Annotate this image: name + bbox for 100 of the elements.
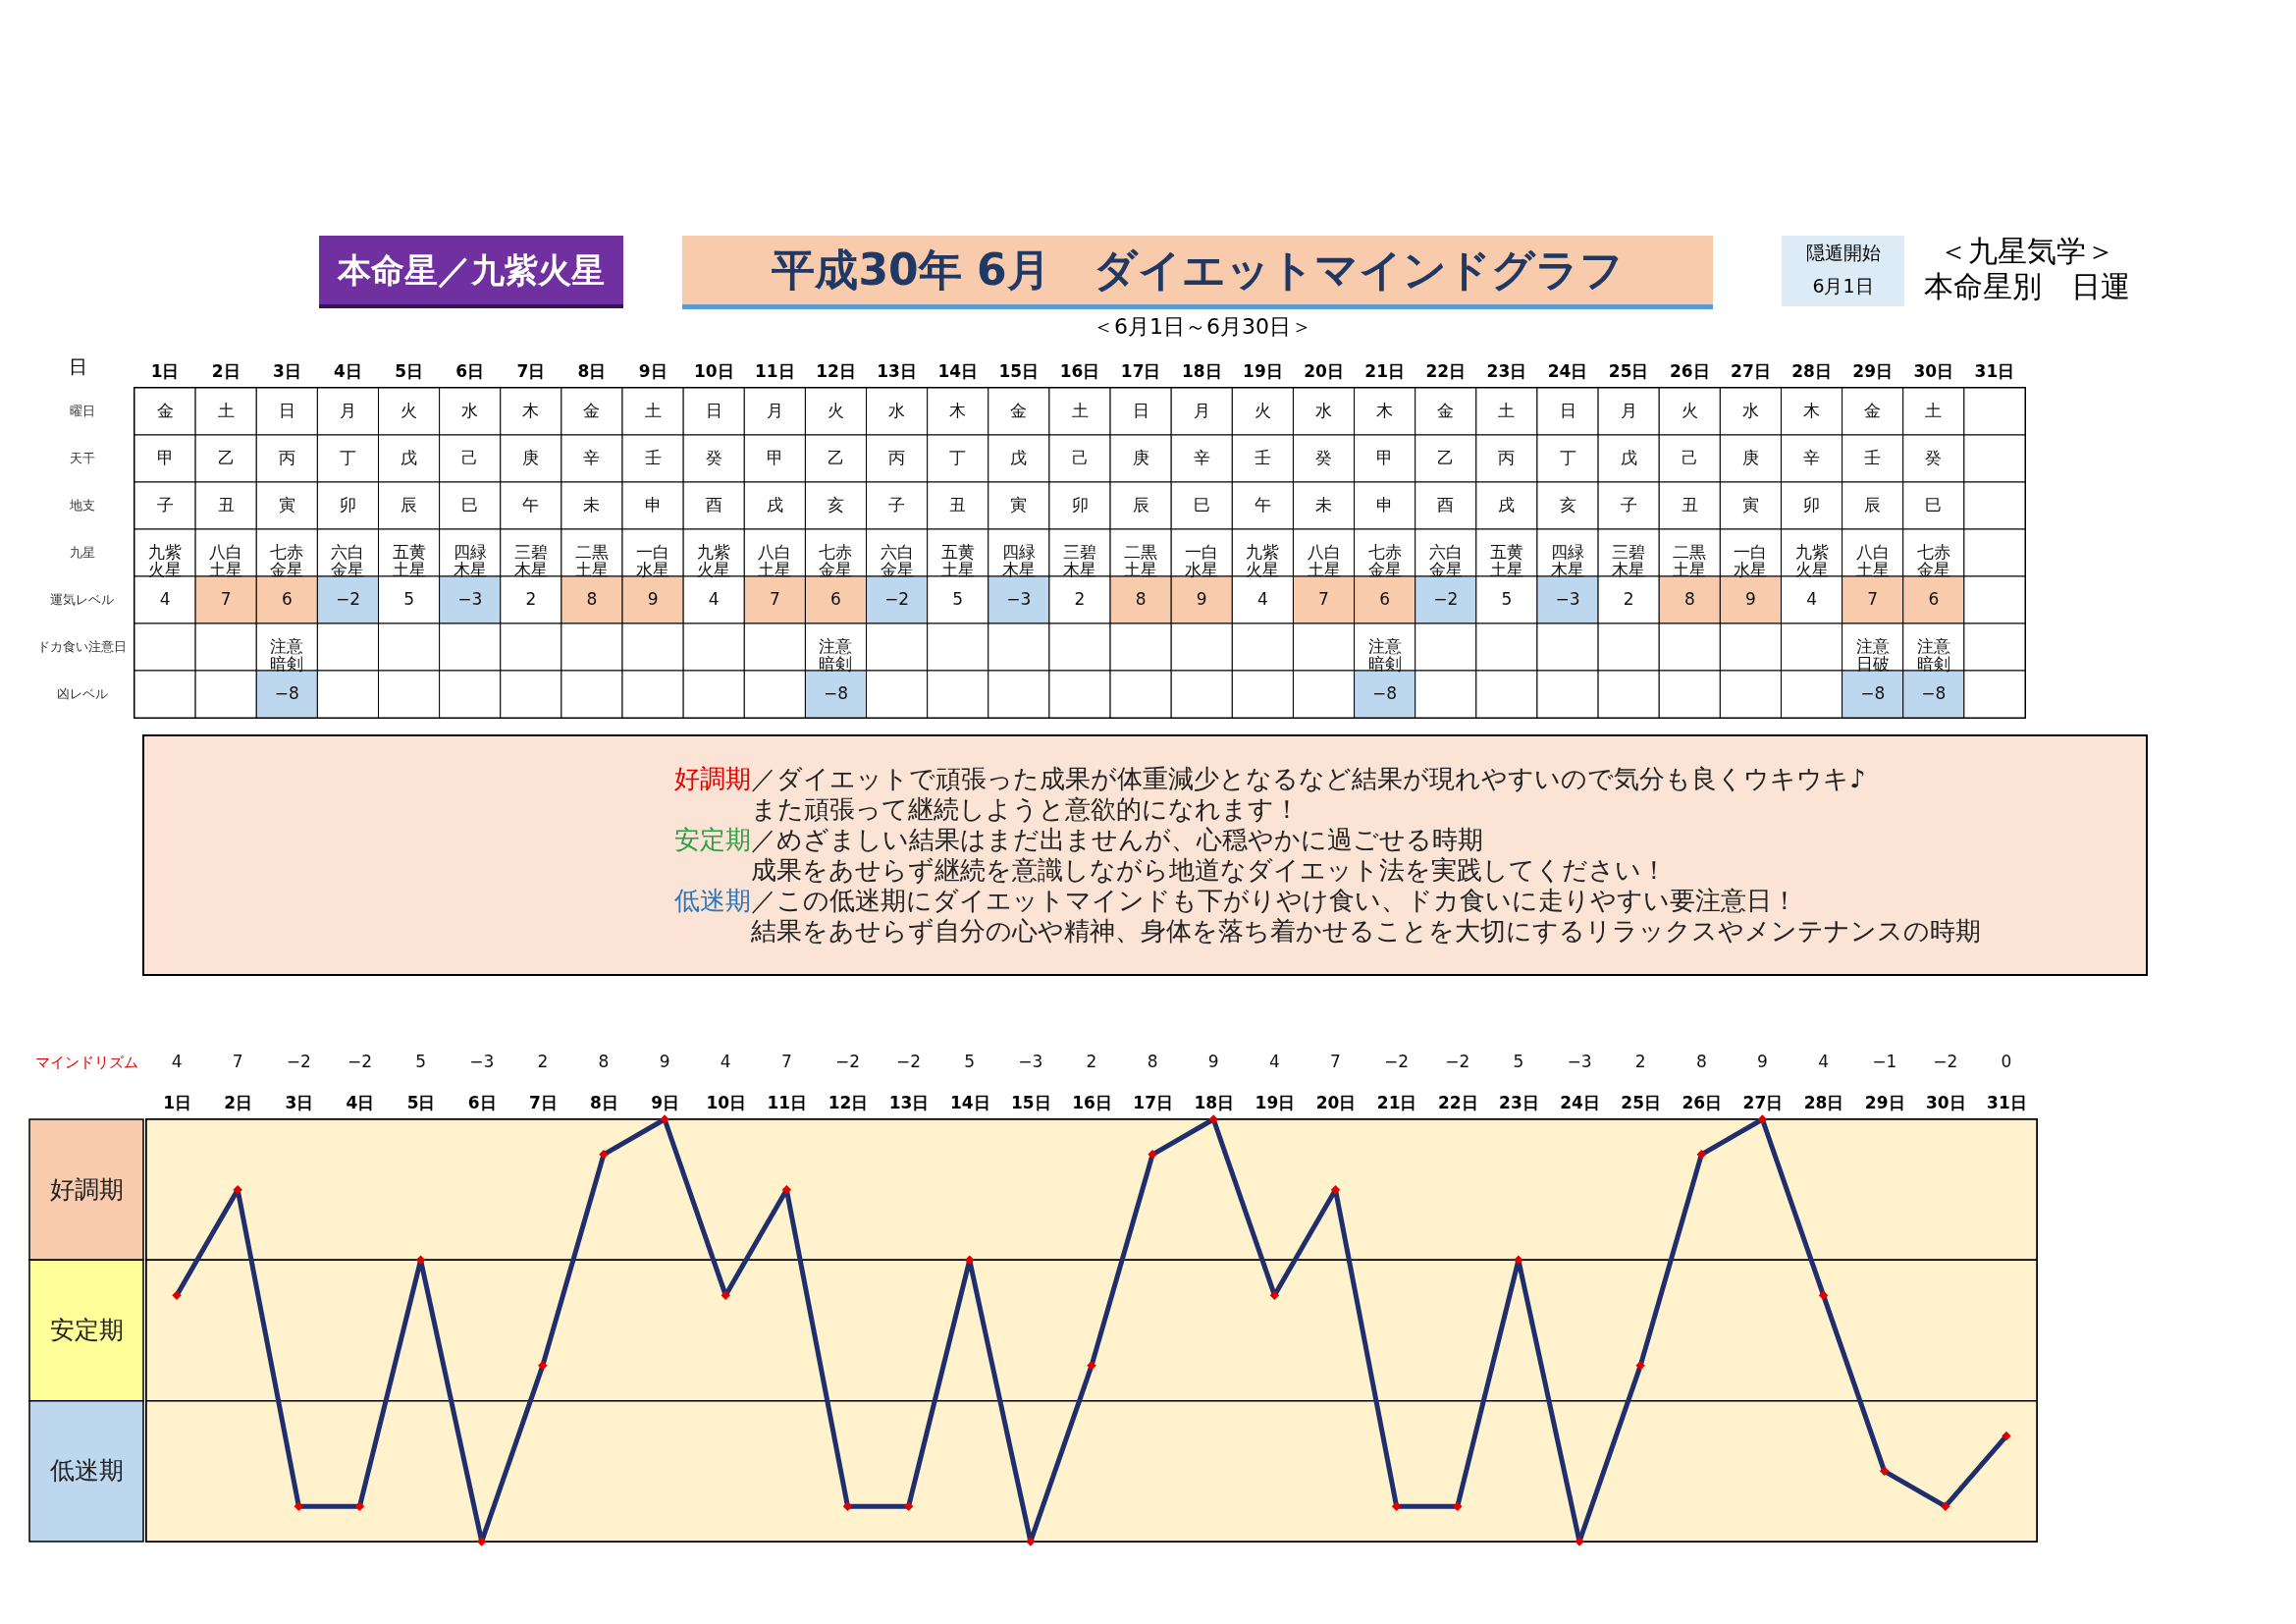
text: 寅	[278, 495, 295, 514]
text: 日	[705, 401, 722, 420]
text: 巳	[1925, 495, 1943, 514]
x-tick-label: 9日	[638, 360, 667, 381]
x-tick-label: 26日	[1669, 360, 1710, 381]
data-label: 7	[780, 1052, 792, 1071]
data-label: 8	[1135, 589, 1147, 609]
text: 庚	[522, 448, 540, 467]
text: 丙	[888, 448, 906, 467]
text: 土	[217, 401, 235, 420]
x-tick-label: 23日	[1486, 360, 1527, 381]
text: 低迷期／この低迷期にダイエットマインドも下がりやけ食い、ドカ食いに走りやすい要注意日！	[674, 886, 1798, 916]
data-label: 2	[537, 1052, 549, 1071]
text: 乙	[217, 448, 235, 467]
text: 安定期／めざましい結果はまだ出ませんが、心穏やかに過ごせる時期	[674, 825, 1484, 855]
text: 七赤金星	[270, 542, 304, 579]
text: 九紫火星	[1246, 542, 1280, 579]
text: 火	[827, 401, 844, 420]
x-tick-label: 19日	[1243, 360, 1283, 381]
x-tick-label: 21日	[1376, 1092, 1417, 1112]
data-label: 5	[1513, 1052, 1524, 1071]
text: 注意暗剣	[1916, 636, 1950, 674]
data-label: 5	[1501, 589, 1513, 609]
data-label: 9	[1745, 589, 1756, 609]
data-label: −3	[1555, 589, 1580, 609]
text: 己	[1071, 448, 1089, 467]
chart-title: 平成30年 6月 ダイエットマインドグラフ	[682, 236, 1713, 309]
text: 二黒土星	[1124, 542, 1158, 579]
text: 八白土星	[1855, 542, 1890, 579]
data-label: 4	[1818, 1052, 1829, 1071]
x-tick-label: 6日	[455, 360, 485, 381]
x-tick-label: 8日	[577, 360, 607, 381]
x-tick-label: 24日	[1547, 360, 1588, 381]
text: 辰	[1864, 495, 1882, 514]
text: 火	[1681, 401, 1698, 420]
text: 午	[1254, 495, 1271, 514]
x-tick-label: 12日	[816, 360, 856, 381]
x-tick-label: 20日	[1315, 1092, 1357, 1112]
data-label: 4	[171, 1052, 183, 1071]
band-label: 安定期	[49, 1316, 124, 1344]
data-label: −2	[1433, 589, 1459, 609]
data-label: 5	[415, 1052, 426, 1071]
text: 辛	[1803, 448, 1821, 467]
data-label: −2	[335, 589, 360, 609]
text: 八白土星	[209, 542, 243, 579]
text: 一白水星	[636, 542, 670, 579]
data-label: 9	[647, 589, 659, 609]
text: 二黒土星	[1673, 542, 1707, 579]
text: 辰	[400, 495, 418, 514]
x-tick-label: 20日	[1304, 360, 1344, 381]
x-tick-label: 14日	[937, 360, 979, 381]
x-tick-label: 30日	[1913, 360, 1954, 381]
text: 土	[1071, 401, 1089, 420]
data-label: 7	[1318, 589, 1329, 609]
x-tick-label: 30日	[1925, 1092, 1966, 1112]
x-tick-label: 2日	[211, 360, 240, 381]
y-tick-label: 運気レベル	[50, 592, 114, 607]
text: 戊	[400, 448, 418, 467]
x-tick-label: 2日	[224, 1092, 253, 1112]
text: 巳	[461, 495, 479, 514]
text: 丙	[1498, 448, 1516, 467]
text: 亥	[827, 495, 844, 514]
x-tick-label: 21日	[1364, 360, 1405, 381]
text: 本命星別 日運	[1924, 269, 2130, 303]
text: 土	[644, 401, 662, 420]
text: 卯	[1803, 495, 1821, 514]
y-tick-label: 凶レベル	[56, 686, 108, 701]
text: 三碧木星	[1063, 542, 1096, 579]
data-label: 2	[1074, 589, 1086, 609]
text: 甲	[156, 448, 174, 467]
data-label: 4	[1806, 589, 1817, 609]
text: 丁	[1559, 448, 1576, 467]
text: 酉	[705, 495, 722, 514]
x-tick-label: 10日	[706, 1092, 747, 1112]
text: 巳	[1193, 495, 1210, 514]
text: 水	[1315, 401, 1333, 420]
text: 火	[400, 401, 418, 420]
text: 九紫火星	[1794, 542, 1829, 579]
data-label: 7	[769, 589, 780, 609]
data-label: −3	[1018, 1052, 1043, 1071]
text: 注意暗剣	[819, 636, 853, 674]
data-label: 2	[1086, 1052, 1097, 1071]
x-tick-label: 31日	[1987, 1092, 2027, 1112]
text: 日	[1132, 401, 1149, 420]
text: 水	[1741, 401, 1759, 420]
text: 戌	[766, 495, 783, 514]
data-label: 8	[1147, 1052, 1158, 1071]
text: 二黒土星	[574, 542, 609, 579]
data-label: 2	[1634, 1052, 1646, 1071]
text: 未	[583, 495, 601, 514]
text: 丁	[949, 448, 967, 467]
text: 申	[1376, 495, 1394, 514]
text: 一白水星	[1185, 542, 1219, 579]
text: ＜九星気学＞	[1939, 234, 2115, 268]
data-label: 8	[598, 1052, 610, 1071]
text: 酉	[1437, 495, 1455, 514]
data-label: 7	[232, 1052, 243, 1071]
text: 本命星／九紫火星	[319, 236, 623, 308]
data-label: 8	[1683, 589, 1695, 609]
data-label: −3	[457, 589, 483, 609]
